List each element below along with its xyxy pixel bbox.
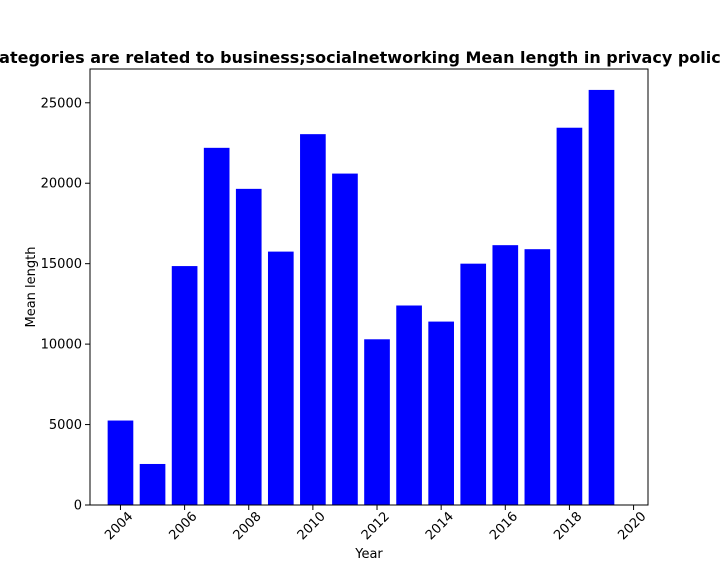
bar-2009 <box>267 251 294 505</box>
bar-2018 <box>556 127 583 505</box>
bar-2012 <box>364 339 390 505</box>
chart-title: Categories are related to business;socia… <box>0 48 720 67</box>
bar-2015 <box>460 263 487 505</box>
bar-2019 <box>588 89 615 506</box>
y-tick-label: 15000 <box>41 257 82 272</box>
bar-2008 <box>235 188 262 506</box>
plot-frame <box>89 68 649 506</box>
bar-2011 <box>332 173 358 505</box>
bar-2017 <box>524 249 551 505</box>
y-axis-label: Mean length <box>24 247 39 328</box>
y-tick-label: 20000 <box>41 177 82 192</box>
bar-2005 <box>139 463 166 505</box>
bars-group <box>107 89 615 506</box>
bar-2010 <box>300 134 326 505</box>
y-tick-label: 10000 <box>41 338 82 353</box>
bar-2007 <box>203 147 230 505</box>
y-axis: 0 5000 10000 15000 20000 25000 <box>41 96 90 514</box>
bar-2006 <box>171 266 198 505</box>
bar-2014 <box>428 321 454 505</box>
y-tick-label: 25000 <box>41 96 82 111</box>
bar-2004 <box>107 420 134 505</box>
x-axis-label: Year <box>354 547 383 562</box>
bar-2016 <box>492 245 519 506</box>
y-tick-label: 0 <box>74 499 82 514</box>
bar-2013 <box>396 305 422 505</box>
y-tick-label: 5000 <box>49 418 82 433</box>
